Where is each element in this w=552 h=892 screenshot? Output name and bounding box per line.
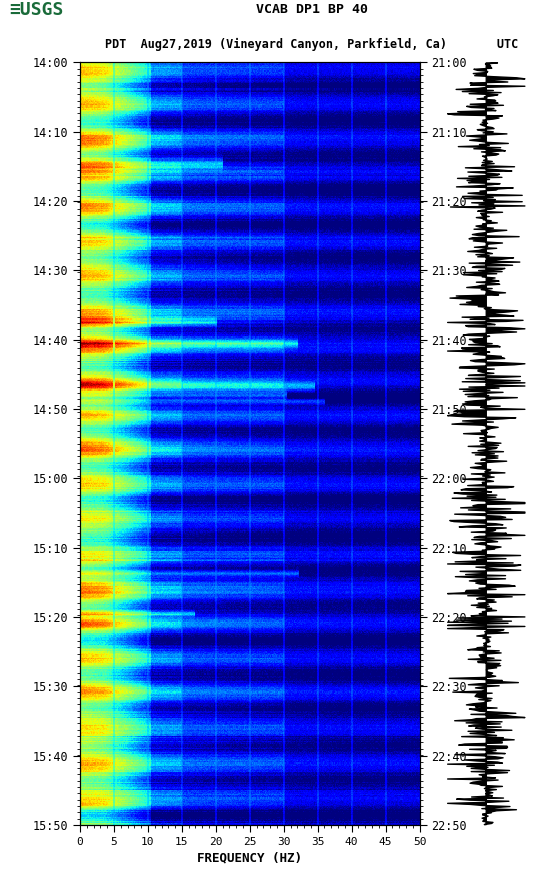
X-axis label: FREQUENCY (HZ): FREQUENCY (HZ) bbox=[197, 851, 302, 864]
Text: PDT  Aug27,2019 (Vineyard Canyon, Parkfield, Ca)       UTC: PDT Aug27,2019 (Vineyard Canyon, Parkfie… bbox=[105, 37, 518, 51]
Text: VCAB DP1 BP 40: VCAB DP1 BP 40 bbox=[256, 3, 368, 16]
Text: ≡USGS: ≡USGS bbox=[9, 1, 63, 19]
